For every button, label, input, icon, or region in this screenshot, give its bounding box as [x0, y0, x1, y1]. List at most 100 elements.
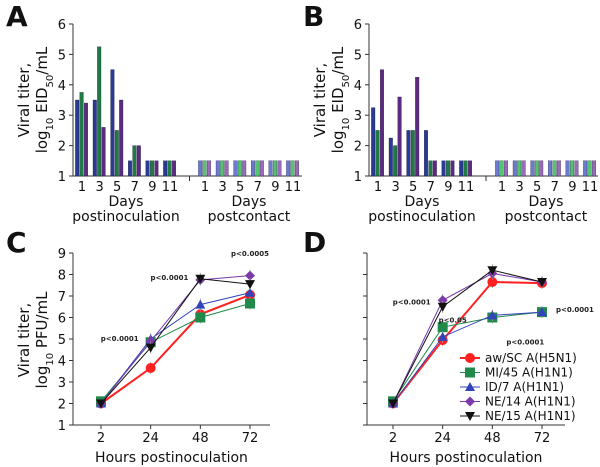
series-line [100, 292, 251, 404]
marker-triangle-down [437, 302, 448, 312]
x-tick-label: 7 [131, 180, 139, 195]
bar [548, 160, 552, 177]
marker-triangle [465, 382, 475, 391]
x-tick-label: 24 [142, 431, 159, 446]
x-tick-label: 48 [192, 431, 209, 446]
x-tick-label: 7 [254, 180, 262, 195]
x-axis-label: Hours postinoculation [390, 450, 543, 466]
bar [119, 99, 124, 177]
bar [295, 160, 299, 177]
p-value-annotation: p<0.0001 [556, 306, 594, 314]
legend-label: MI/45 A(H1N1) [485, 366, 573, 380]
y-axis-label: Viral titer,log10 EID50/mL [311, 46, 352, 153]
bar [79, 92, 84, 177]
x-tick-label: 7 [427, 180, 435, 195]
y-tick-label: 7 [58, 290, 66, 305]
bar [101, 127, 106, 177]
series-line [100, 278, 251, 404]
bar [375, 130, 380, 177]
bar [380, 69, 384, 177]
x-tick-label: 3 [95, 180, 103, 195]
x-group-label: postinoculation [368, 209, 475, 225]
bar [587, 160, 592, 177]
marker-circle [487, 277, 498, 288]
bar [499, 160, 504, 177]
marker-square [195, 312, 206, 323]
x-tick-label: 5 [409, 180, 417, 195]
p-value-annotation: p<0.05 [439, 317, 467, 325]
bar [441, 160, 446, 177]
y-tick-label: 1 [58, 419, 66, 434]
bar [415, 77, 420, 177]
x-tick-label: 1 [374, 180, 382, 195]
y-tick-label: 5 [354, 48, 362, 63]
y-tick-label: 5 [58, 333, 66, 348]
bar [504, 160, 508, 177]
x-group-label: postinoculation [72, 209, 179, 225]
y-tick-label: 8 [58, 269, 66, 284]
y-tick-label: 4 [58, 355, 66, 370]
x-axis-label: Hours postinoculation [95, 450, 248, 466]
bar [463, 160, 468, 177]
x-tick-label: 2 [97, 431, 105, 446]
bar [198, 160, 203, 177]
marker-triangle-down [487, 266, 498, 276]
marker-triangle [537, 307, 547, 317]
bar [92, 99, 97, 177]
x-tick-label: 5 [236, 180, 244, 195]
p-value-annotation: p<0.0001 [393, 299, 431, 307]
bar [110, 69, 115, 177]
series-line [100, 275, 251, 404]
bar [539, 160, 544, 177]
marker-triangle-down [96, 399, 106, 409]
bar [242, 160, 247, 177]
marker-triangle-down [388, 399, 398, 409]
bar [534, 160, 539, 177]
p-value-annotation: p<0.0001 [101, 335, 139, 343]
x-group-label: Days [405, 194, 440, 210]
bar [259, 160, 264, 177]
bar [268, 160, 273, 177]
bar [145, 160, 150, 177]
bar [424, 130, 428, 177]
y-axis-label: Viral titer,log10 PFU/mL [15, 291, 56, 389]
bar [202, 160, 207, 177]
bar [432, 160, 437, 177]
x-tick-label: 48 [484, 431, 501, 446]
bar [255, 160, 260, 177]
x-tick-label: 72 [534, 431, 551, 446]
series-line [392, 311, 543, 404]
series-line [392, 269, 543, 404]
x-tick-label: 11 [162, 180, 179, 195]
marker-triangle [437, 331, 448, 341]
bar [521, 160, 526, 177]
marker-circle [145, 363, 156, 374]
bar [290, 160, 295, 177]
p-value-annotation: p<0.0001 [150, 274, 188, 282]
x-group-label: postcontact [208, 209, 291, 225]
marker-triangle [195, 299, 206, 309]
marker-triangle-down [537, 278, 547, 288]
bar [215, 160, 220, 177]
p-value-annotation: p<0.0005 [231, 250, 269, 258]
y-tick-label: 9 [58, 247, 66, 262]
bar [512, 160, 517, 177]
marker-triangle-down [145, 343, 156, 353]
bar [410, 130, 415, 177]
y-tick-label: 6 [58, 18, 66, 33]
y-axis-label: Viral titer,log10 EID50/mL [15, 46, 56, 153]
marker-triangle-down [465, 412, 475, 421]
marker-circle [465, 353, 475, 363]
x-tick-label: 72 [242, 431, 259, 446]
legend-label: NE/14 A(H1N1) [485, 395, 576, 409]
bar [450, 160, 455, 177]
bar [167, 160, 172, 177]
bar [172, 160, 176, 177]
bar [592, 160, 596, 177]
bar [114, 130, 119, 177]
p-value-annotation: p<0.0001 [506, 338, 544, 346]
y-tick-label: 5 [58, 48, 66, 63]
marker-triangle-down [245, 280, 255, 290]
x-tick-label: 9 [271, 180, 279, 195]
